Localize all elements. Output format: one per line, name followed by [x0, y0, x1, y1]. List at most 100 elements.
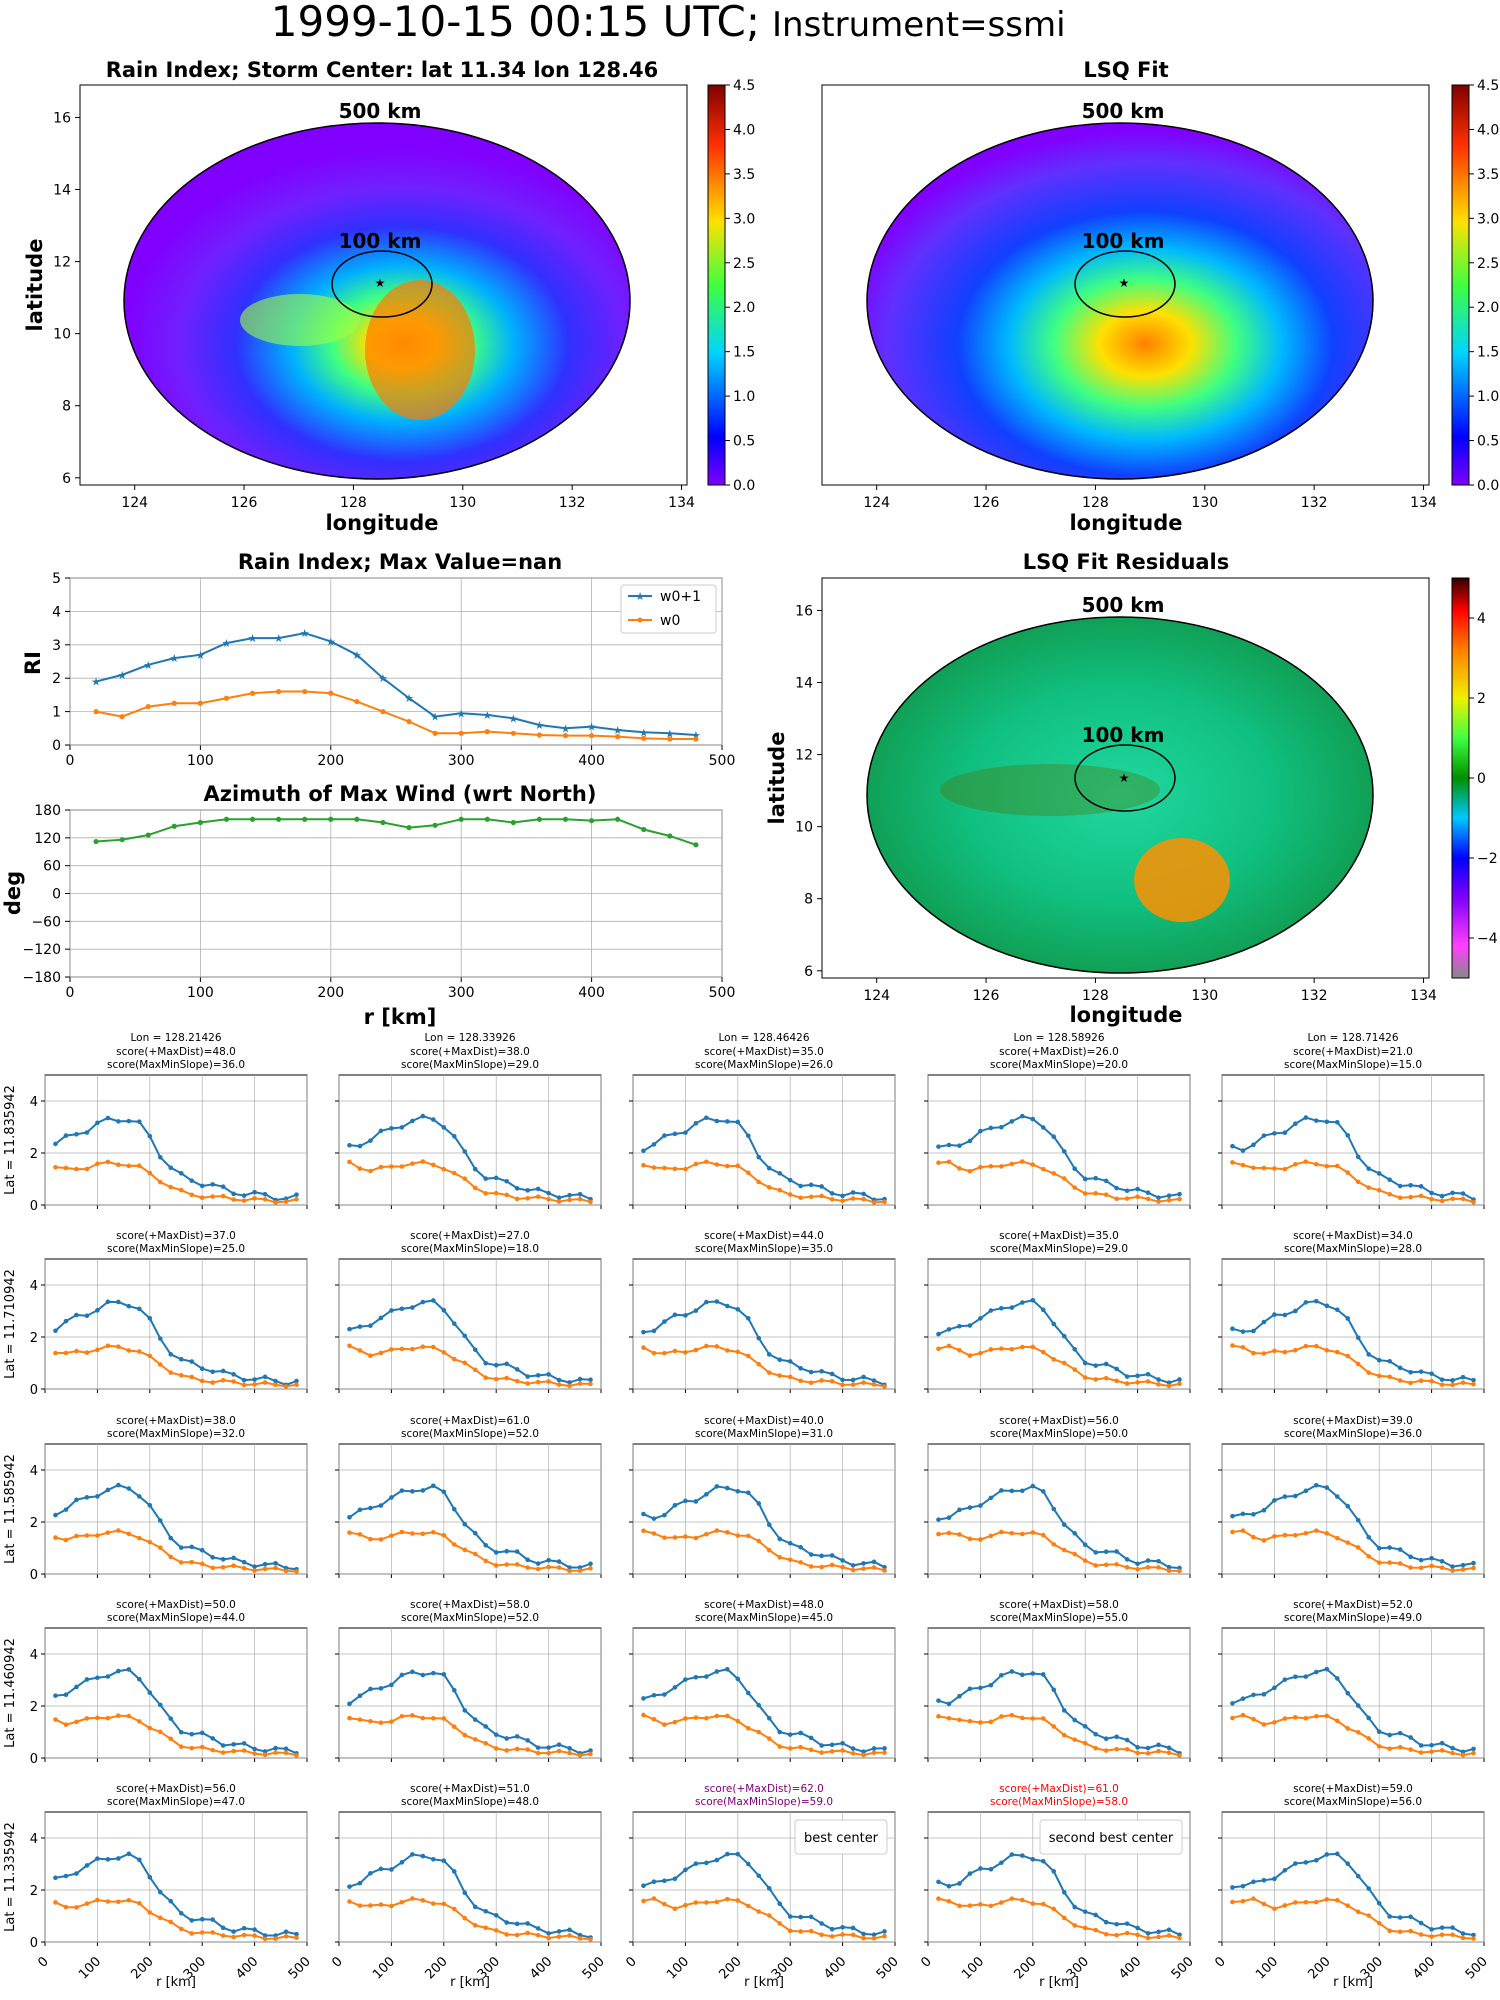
data-point — [283, 1568, 289, 1574]
data-point — [178, 1187, 184, 1193]
data-point — [74, 1684, 79, 1690]
data-point — [220, 1368, 226, 1374]
data-point — [1030, 1857, 1036, 1862]
data-point — [171, 823, 177, 829]
data-point — [1460, 1931, 1466, 1936]
data-point — [514, 1932, 520, 1938]
data-point — [399, 1672, 405, 1678]
subplot-score-maxdist: score(+MaxDist)=62.0 — [704, 1783, 824, 1795]
data-point — [745, 1133, 751, 1139]
data-point — [432, 730, 438, 736]
data-point — [936, 1698, 941, 1703]
data-point — [1124, 1930, 1130, 1936]
data-point — [410, 1489, 415, 1494]
data-point-star: ★ — [248, 632, 258, 645]
data-point — [704, 1159, 709, 1165]
rain-index-legend: ★ w0+1 w0 — [620, 584, 717, 634]
data-point — [252, 1933, 257, 1938]
data-point — [850, 1563, 856, 1568]
data-point — [420, 1344, 426, 1350]
data-point — [1114, 1921, 1119, 1927]
data-point — [1314, 1669, 1319, 1675]
data-point — [1355, 1909, 1361, 1915]
data-point — [546, 1557, 551, 1563]
data-point — [1030, 1344, 1036, 1350]
data-point — [1334, 1163, 1340, 1169]
data-point — [1387, 1545, 1392, 1550]
data-point — [957, 1323, 962, 1329]
data-point — [1114, 1196, 1119, 1202]
data-point — [53, 1693, 58, 1698]
data-point — [504, 1736, 509, 1741]
data-point — [1145, 1190, 1151, 1196]
data-point — [399, 1164, 405, 1169]
data-point — [1040, 1166, 1046, 1172]
data-point — [1324, 1119, 1330, 1125]
data-point — [420, 1898, 426, 1903]
data-point — [199, 1378, 205, 1384]
data-point — [74, 1533, 79, 1539]
data-point — [1020, 1300, 1025, 1305]
data-point — [1272, 1131, 1277, 1136]
data-point — [988, 1866, 994, 1872]
subplot-axes — [927, 1627, 1191, 1759]
data-point — [787, 1732, 793, 1737]
colorbar-tick-label: 4.5 — [1477, 78, 1499, 94]
data-point — [777, 1921, 783, 1926]
data-point — [745, 1903, 751, 1909]
data-point — [672, 1348, 678, 1354]
data-point — [787, 1914, 793, 1919]
data-point — [493, 1912, 499, 1918]
data-point — [777, 1171, 783, 1176]
data-point — [347, 1514, 352, 1520]
data-point — [725, 1896, 730, 1902]
data-point — [1051, 1906, 1057, 1912]
data-point — [1324, 1852, 1330, 1857]
data-point — [431, 1857, 436, 1862]
data-point — [514, 1734, 520, 1739]
x-tick-label: 0 — [329, 1954, 345, 1970]
data-point — [126, 1303, 132, 1309]
colorbar-tick-label: 0.5 — [1477, 434, 1499, 450]
data-point — [798, 1560, 803, 1565]
x-tick-label: 126 — [973, 988, 1000, 1004]
data-point — [1471, 1381, 1476, 1387]
data-point — [667, 833, 673, 839]
data-point — [147, 1502, 153, 1508]
data-point — [302, 816, 308, 822]
y-tick-label: 2 — [30, 1331, 38, 1346]
data-point — [262, 1933, 268, 1938]
data-point — [368, 1686, 373, 1692]
data-point — [1460, 1374, 1466, 1380]
data-point — [399, 1306, 405, 1312]
data-point — [641, 1162, 646, 1168]
data-point — [1135, 1745, 1140, 1750]
data-point — [74, 1166, 79, 1172]
data-point — [693, 1900, 699, 1905]
colorbar-tick-label: 1.5 — [1477, 345, 1499, 361]
data-point — [189, 1359, 195, 1364]
data-point — [1439, 1925, 1445, 1930]
data-point — [1061, 1360, 1067, 1366]
y-tick-label: 6 — [804, 964, 813, 980]
x-tick-label: 200 — [422, 1954, 450, 1982]
data-point — [294, 1378, 299, 1384]
data-point — [1355, 1703, 1361, 1708]
subplot-score-maxminslope: score(MaxMinSlope)=48.0 — [401, 1796, 539, 1808]
data-point — [126, 1897, 132, 1903]
data-point — [1072, 1737, 1078, 1742]
data-point — [1177, 1191, 1182, 1197]
data-point — [1103, 1748, 1109, 1753]
data-point — [693, 736, 699, 742]
data-point — [157, 1702, 163, 1708]
data-point — [808, 1928, 814, 1934]
lsq-fit-map-title: LSQ Fit — [1083, 58, 1168, 82]
data-point — [157, 1179, 163, 1185]
data-point — [840, 1564, 845, 1570]
data-point — [84, 1677, 90, 1682]
data-point — [1293, 1900, 1298, 1905]
data-point — [252, 1189, 257, 1195]
data-point — [840, 1382, 845, 1388]
data-point — [882, 1929, 887, 1934]
y-tick-label: 2 — [52, 671, 61, 687]
